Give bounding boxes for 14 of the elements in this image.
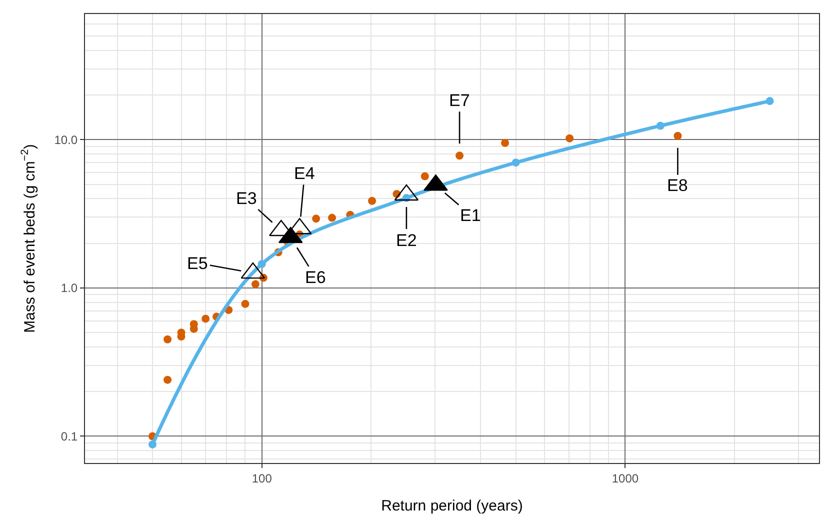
annotation: E5	[187, 254, 208, 273]
annotation: E8	[667, 176, 688, 195]
annotation: E7	[449, 91, 470, 110]
annotation: E4	[294, 164, 315, 183]
y-tick-label: 0.1	[60, 429, 78, 444]
x-tick-label: 1000	[612, 471, 639, 486]
x-tick-label: 100	[252, 471, 272, 486]
x-axis-title: Return period (years)	[381, 497, 523, 514]
annotation: E3	[236, 189, 257, 208]
y-tick-label: 1.0	[60, 281, 78, 296]
y-tick-label: 10.0	[54, 132, 78, 147]
annotation: E2	[396, 231, 417, 250]
annotation: E6	[305, 268, 326, 287]
annotation: E1	[460, 206, 481, 225]
